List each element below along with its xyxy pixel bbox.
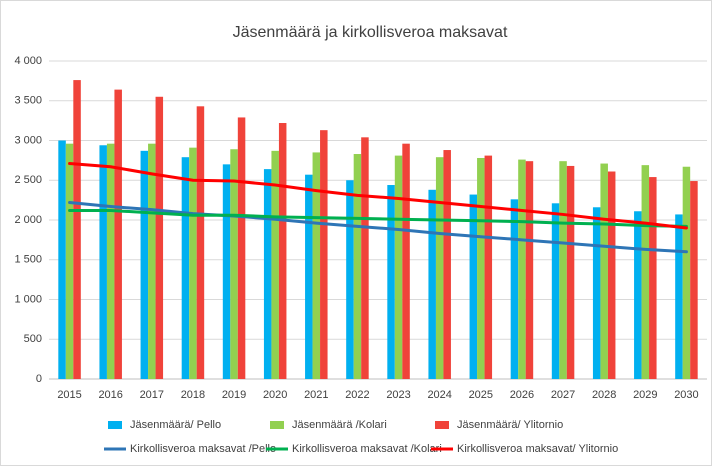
x-tick-label: 2024 [427, 389, 451, 401]
bar [428, 189, 436, 379]
bar [196, 106, 205, 379]
bar [361, 137, 369, 379]
bar [641, 165, 650, 379]
bar [305, 174, 313, 379]
bar [551, 203, 560, 379]
legend-label: Kirkollisveroa maksavat/ Ylitornio [457, 443, 618, 455]
y-tick-label: 1 000 [14, 293, 42, 305]
x-tick-label: 2022 [345, 389, 369, 401]
bar [140, 150, 149, 379]
bar [394, 155, 403, 379]
x-tick-label: 2021 [304, 389, 328, 401]
bar [312, 152, 321, 379]
x-tick-label: 2025 [469, 389, 493, 401]
x-tick-label: 2017 [140, 389, 164, 401]
bar [443, 150, 451, 379]
bar [387, 185, 395, 379]
x-tick-label: 2019 [222, 389, 246, 401]
bar [402, 143, 410, 379]
x-tick-label: 2026 [510, 389, 534, 401]
x-tick-label: 2029 [633, 389, 657, 401]
y-tick-label: 3 500 [14, 95, 42, 107]
bar [607, 171, 616, 379]
bar [106, 143, 115, 379]
bar [518, 159, 526, 379]
bar [600, 163, 608, 379]
bar [271, 150, 279, 379]
chart-title: Jäsenmäärä ja kirkollisveroa maksavat [233, 24, 508, 41]
bar [114, 89, 122, 380]
bar [510, 199, 519, 379]
y-tick-label: 2 000 [14, 214, 42, 226]
legend-label: Jäsenmäärä /Kolari [292, 419, 387, 431]
x-tick-label: 2018 [181, 389, 205, 401]
bar [278, 123, 287, 379]
bar [155, 96, 164, 380]
bar [73, 80, 81, 379]
bar [559, 161, 567, 379]
y-tick-label: 500 [24, 333, 42, 345]
y-tick-label: 3 000 [14, 134, 42, 146]
legend-swatch [435, 421, 449, 429]
x-tick-label: 2016 [98, 389, 122, 401]
bar [230, 149, 238, 379]
x-tick-label: 2023 [386, 389, 410, 401]
bar [592, 207, 601, 379]
bar [649, 177, 657, 379]
line [68, 162, 688, 230]
bar [525, 161, 534, 379]
bar [189, 147, 197, 379]
y-tick-label: 2 500 [14, 174, 42, 186]
legend-label: Kirkollisveroa maksavat /Pello [130, 443, 276, 455]
bar [477, 157, 485, 379]
bar [675, 214, 683, 379]
bar [484, 155, 493, 379]
x-tick-label: 2028 [592, 389, 616, 401]
y-tick-label: 1 500 [14, 254, 42, 266]
bar [353, 154, 362, 379]
y-tick-label: 4 000 [14, 55, 42, 67]
bar [263, 169, 272, 379]
bar [634, 211, 642, 379]
x-tick-label: 2030 [674, 389, 698, 401]
legend-label: Kirkollisveroa maksavat /Kolari [292, 443, 442, 455]
bar [469, 194, 478, 379]
bar [58, 140, 66, 379]
legend-swatch [108, 421, 122, 429]
bar [682, 166, 691, 379]
x-tick-label: 2015 [57, 389, 81, 401]
bar [237, 117, 246, 379]
x-tick-label: 2020 [263, 389, 287, 401]
bar [690, 181, 698, 379]
bar [435, 157, 444, 379]
x-tick-label: 2027 [551, 389, 575, 401]
bar [346, 180, 354, 379]
line [68, 201, 688, 254]
y-tick-label: 0 [36, 373, 42, 385]
line [68, 208, 688, 228]
legend-swatch [270, 421, 284, 429]
legend-label: Jäsenmäärä/ Ylitornio [457, 419, 563, 431]
bar [181, 157, 190, 379]
bar [148, 143, 156, 379]
bar [99, 145, 107, 379]
bar [65, 143, 74, 379]
legend-label: Jäsenmäärä/ Pello [130, 419, 221, 431]
bar [320, 130, 328, 379]
bar [222, 164, 231, 379]
bar [566, 165, 575, 379]
